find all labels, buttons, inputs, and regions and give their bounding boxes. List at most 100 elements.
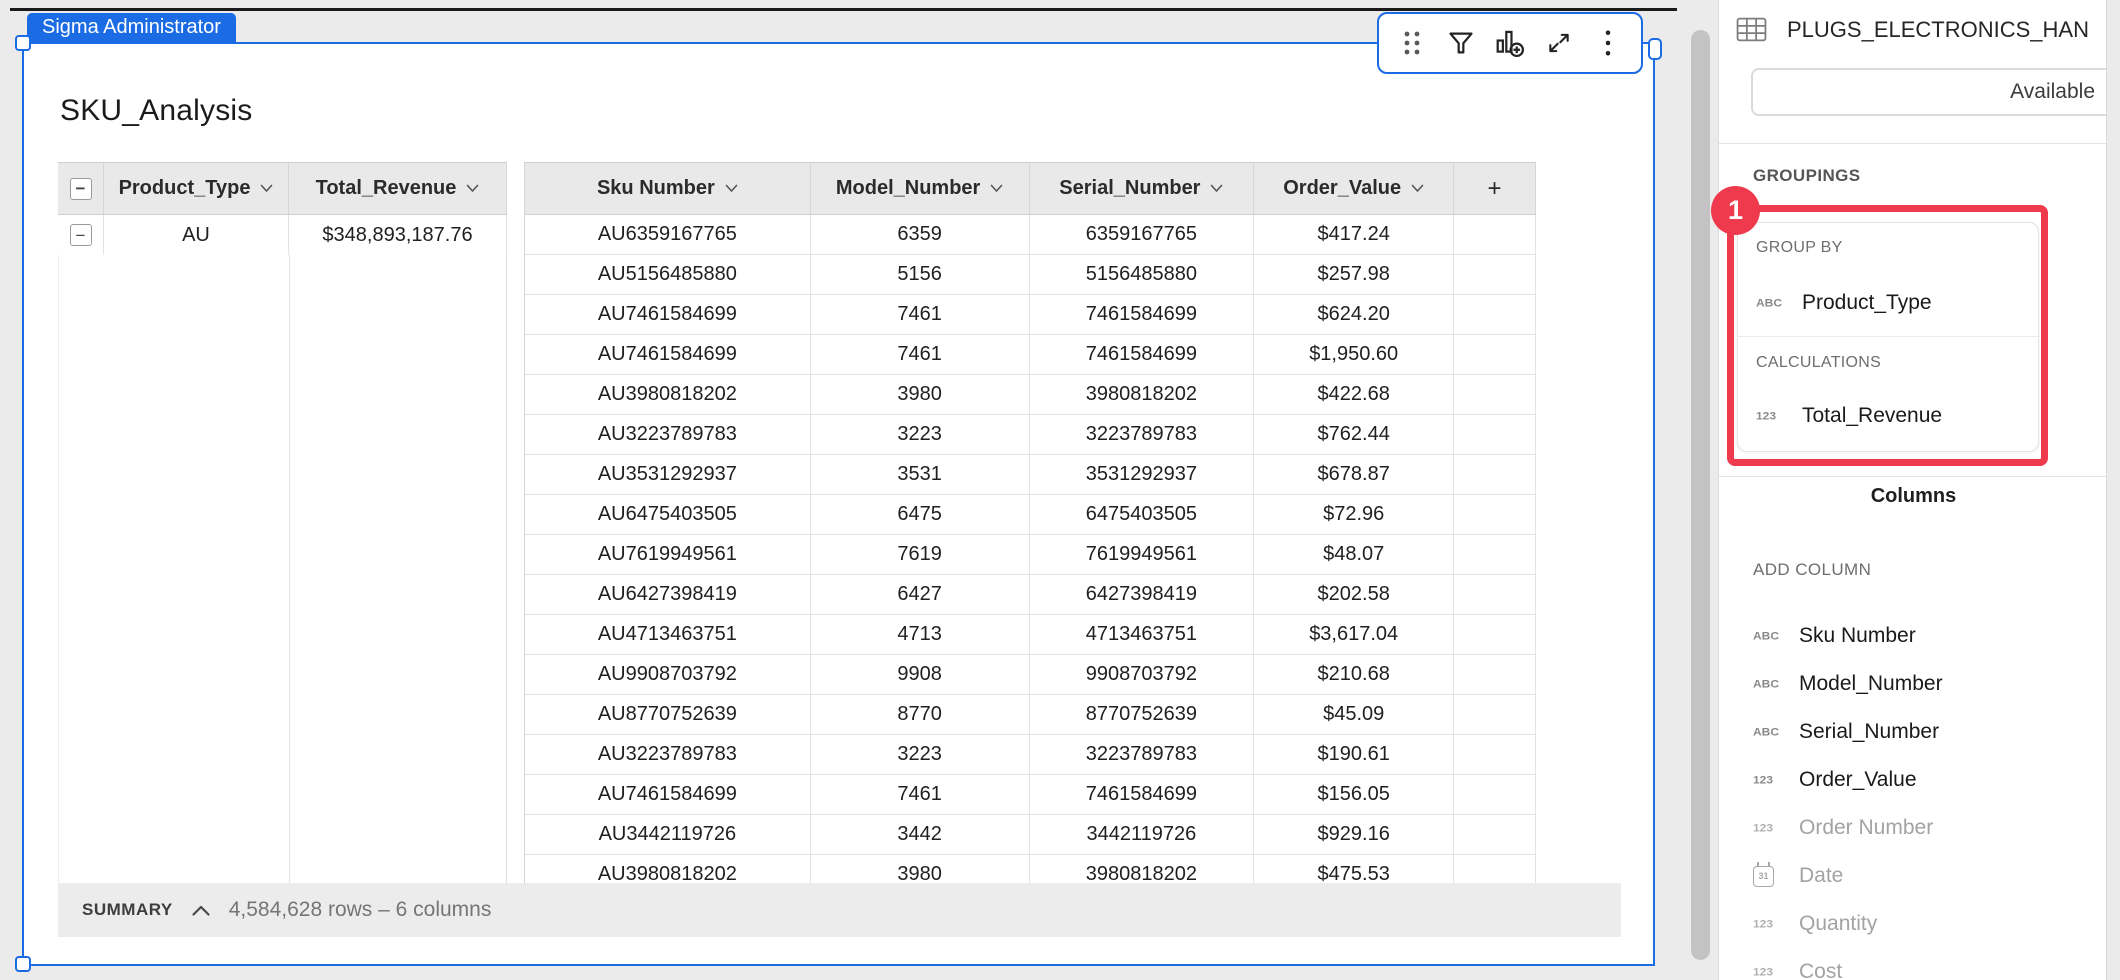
column-header-total_revenue[interactable]: Total_Revenue <box>289 163 507 214</box>
cell-serial: 6475403505 <box>1030 495 1255 534</box>
annotation-step-number: 1 <box>1728 195 1743 226</box>
summary-bar[interactable]: SUMMARY 4,584,628 rows – 6 columns <box>58 883 1621 937</box>
cell-model: 4713 <box>811 615 1030 654</box>
resize-handle-bottom-left[interactable] <box>15 956 31 972</box>
group-value-cell[interactable]: AU <box>104 215 289 255</box>
cell-empty <box>1454 695 1536 734</box>
column-search-box[interactable]: Available <box>1751 68 2107 116</box>
cell-sku: AU3531292937 <box>525 455 811 494</box>
cell-model: 6427 <box>811 575 1030 614</box>
table-row[interactable]: AU398081820239803980818202$475.53 <box>525 855 1536 883</box>
chevron-down-icon[interactable] <box>990 184 1003 193</box>
chevron-down-icon[interactable] <box>260 184 273 193</box>
chevron-down-icon[interactable] <box>466 184 479 193</box>
table-row[interactable]: AU515648588051565156485880$257.98 <box>525 255 1536 295</box>
cell-sku: AU3980818202 <box>525 855 811 883</box>
group-columns-body <box>58 255 507 883</box>
table-row[interactable]: AU746158469974617461584699$1,950.60 <box>525 335 1536 375</box>
data-source[interactable]: PLUGS_ELECTRONICS_HAN <box>1736 14 2107 45</box>
column-header-product_type[interactable]: Product_Type <box>104 163 289 214</box>
table-row[interactable]: AU647540350564756475403505$72.96 <box>525 495 1536 535</box>
chevron-down-icon[interactable] <box>725 184 738 193</box>
cell-empty <box>1454 255 1536 294</box>
column-header-sku-number[interactable]: Sku Number <box>525 163 811 214</box>
cell-serial: 3980818202 <box>1030 855 1255 883</box>
calendar-icon: 31 <box>1753 866 1774 887</box>
column-list-item-serial-number[interactable]: ABCSerial_Number <box>1753 708 2103 756</box>
chevron-up-icon[interactable] <box>191 904 211 917</box>
filter-icon[interactable] <box>1441 23 1481 63</box>
group-total-cell[interactable]: $348,893,187.76 <box>289 215 507 255</box>
drag-handle-icon[interactable] <box>1392 23 1432 63</box>
column-list-item-quantity[interactable]: 123Quantity <box>1753 900 2103 948</box>
tab-columns[interactable]: Columns <box>1719 485 2107 508</box>
table-row[interactable]: AU990870379299089908703792$210.68 <box>525 655 1536 695</box>
more-menu-icon[interactable] <box>1588 23 1628 63</box>
table-row[interactable]: AU642739841964276427398419$202.58 <box>525 575 1536 615</box>
table-row[interactable]: AU353129293735313531292937$678.87 <box>525 455 1536 495</box>
text-type-icon: ABC <box>1753 630 1785 643</box>
cell-value: $156.05 <box>1254 775 1454 814</box>
table-row[interactable]: AU344211972634423442119726$929.16 <box>525 815 1536 855</box>
table-row[interactable]: AU635916776563596359167765$417.24 <box>525 215 1536 255</box>
column-header-label: Order_Value <box>1283 177 1401 200</box>
number-type-icon: 123 <box>1753 918 1785 931</box>
resize-handle-top-left[interactable] <box>15 35 31 51</box>
cell-model: 6359 <box>811 215 1030 254</box>
maximize-icon[interactable] <box>1539 23 1579 63</box>
cell-value: $762.44 <box>1254 415 1454 454</box>
element-title[interactable]: SKU_Analysis <box>60 94 252 128</box>
column-item-label: Order_Value <box>1799 768 1917 792</box>
column-list-item-model-number[interactable]: ABCModel_Number <box>1753 660 2103 708</box>
source-table-name: PLUGS_ELECTRONICS_HAN <box>1787 17 2089 43</box>
table-row[interactable]: AU322378978332233223789783$190.61 <box>525 735 1536 775</box>
cell-sku: AU7461584699 <box>525 295 811 334</box>
cell-value: $257.98 <box>1254 255 1454 294</box>
add-column-button[interactable]: + <box>1454 163 1536 214</box>
cell-sku: AU3442119726 <box>525 815 811 854</box>
cell-value: $417.24 <box>1254 215 1454 254</box>
cell-model: 3980 <box>811 375 1030 414</box>
cell-model: 7461 <box>811 335 1030 374</box>
column-header-order-value[interactable]: Order_Value <box>1254 163 1454 214</box>
resize-handle-right[interactable] <box>1648 38 1662 60</box>
table-row[interactable]: AU877075263987708770752639$45.09 <box>525 695 1536 735</box>
detail-columns-header: Sku Number Model_Number Serial_Number Order… <box>525 162 1536 215</box>
element-panel: PLUGS_ELECTRONICS_HAN Available GROUPING… <box>1718 0 2107 980</box>
vertical-scrollbar[interactable] <box>1691 30 1710 960</box>
detail-table: Sku Number Model_Number Serial_Number Order… <box>524 162 1536 883</box>
cell-sku: AU5156485880 <box>525 255 811 294</box>
collapse-all-button[interactable]: − <box>70 178 92 200</box>
table-row[interactable]: AU322378978332233223789783$762.44 <box>525 415 1536 455</box>
cell-model: 6475 <box>811 495 1030 534</box>
column-list-item-order-number[interactable]: 123Order Number <box>1753 804 2103 852</box>
create-child-chart-icon[interactable] <box>1490 23 1530 63</box>
column-list-item-order-value[interactable]: 123Order_Value <box>1753 756 2103 804</box>
cell-empty <box>1454 455 1536 494</box>
detail-rows: AU635916776563596359167765$417.24AU51564… <box>525 215 1536 883</box>
table-row[interactable]: AU761994956176197619949561$48.07 <box>525 535 1536 575</box>
group-row[interactable]: −AU$348,893,187.76 <box>58 215 507 255</box>
column-list-item-date[interactable]: 31Date <box>1753 852 2103 900</box>
collapse-group-button[interactable]: − <box>70 224 92 246</box>
column-header-label: Model_Number <box>836 177 980 200</box>
chevron-down-icon[interactable] <box>1411 184 1424 193</box>
cell-empty <box>1454 735 1536 774</box>
column-header-serial-number[interactable]: Serial_Number <box>1030 163 1255 214</box>
table-row[interactable]: AU746158469974617461584699$624.20 <box>525 295 1536 335</box>
chevron-down-icon[interactable] <box>1210 184 1223 193</box>
cell-serial: 6359167765 <box>1030 215 1255 254</box>
cell-sku: AU6475403505 <box>525 495 811 534</box>
table-row[interactable]: AU398081820239803980818202$422.68 <box>525 375 1536 415</box>
divider <box>1719 143 2107 144</box>
column-header-model-number[interactable]: Model_Number <box>811 163 1030 214</box>
cell-serial: 5156485880 <box>1030 255 1255 294</box>
cell-sku: AU7461584699 <box>525 335 811 374</box>
workbook-top-divider <box>10 8 1677 11</box>
table-row[interactable]: AU746158469974617461584699$156.05 <box>525 775 1536 815</box>
cell-model: 3223 <box>811 415 1030 454</box>
text-type-icon: ABC <box>1753 678 1785 691</box>
column-list-item-cost[interactable]: 123Cost <box>1753 948 2103 980</box>
table-row[interactable]: AU471346375147134713463751$3,617.04 <box>525 615 1536 655</box>
column-list-item-sku-number[interactable]: ABCSku Number <box>1753 612 2103 660</box>
